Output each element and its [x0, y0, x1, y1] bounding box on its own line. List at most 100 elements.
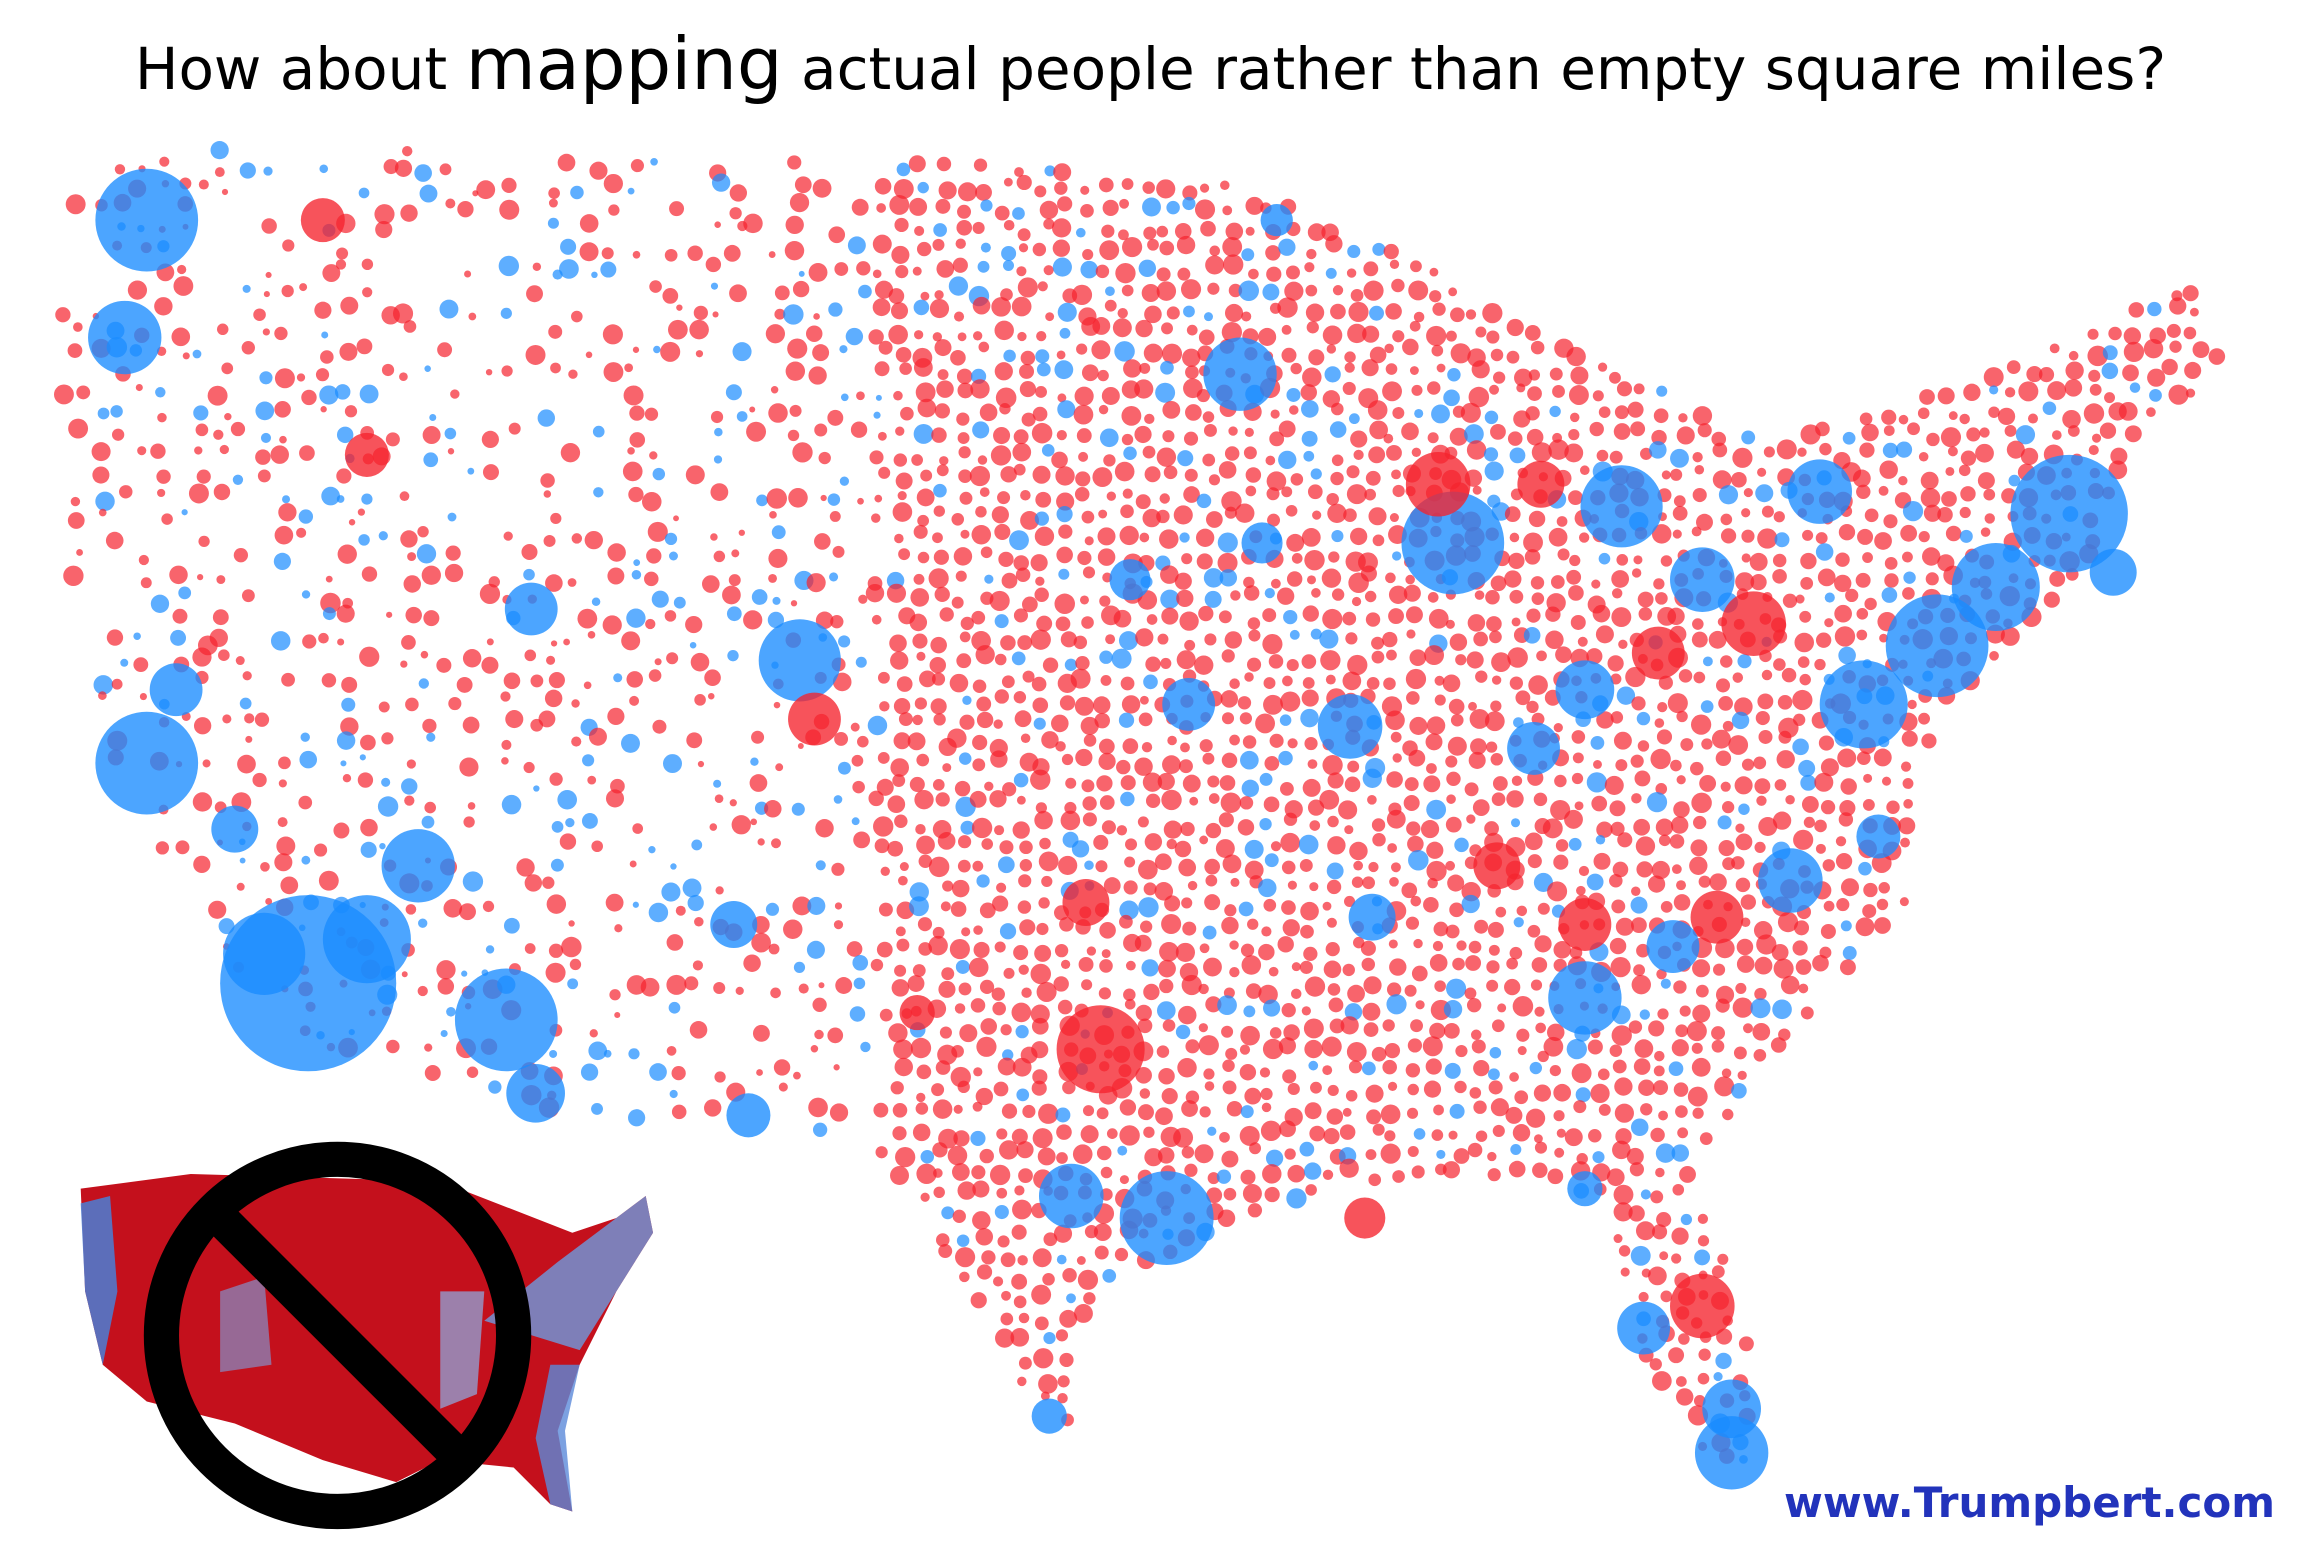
- county-dot: [909, 882, 929, 902]
- county-dot: [828, 226, 846, 244]
- county-dot: [299, 750, 318, 769]
- county-dot: [1472, 799, 1490, 816]
- county-dot: [994, 205, 1010, 221]
- county-dot: [1548, 961, 1622, 1035]
- county-dot: [687, 245, 703, 261]
- county-dot: [545, 962, 566, 983]
- county-dot: [979, 1148, 994, 1164]
- county-dot: [1056, 1124, 1072, 1140]
- county-dot: [1570, 366, 1589, 385]
- county-dot: [1182, 185, 1198, 201]
- county-dot: [1286, 659, 1299, 672]
- county-dot: [543, 490, 552, 498]
- county-dot: [1564, 443, 1584, 463]
- county-dot: [1012, 821, 1030, 839]
- county-dot: [957, 382, 974, 399]
- county-dot: [1922, 547, 1941, 566]
- county-dot: [299, 283, 308, 292]
- county-dot: [1527, 854, 1542, 869]
- county-dot: [301, 389, 317, 406]
- county-dot: [424, 365, 431, 372]
- county-dot: [938, 181, 957, 200]
- county-dot: [1407, 1083, 1419, 1096]
- county-dot: [1902, 778, 1914, 789]
- county-dot: [979, 403, 998, 422]
- county-dot: [1443, 1022, 1460, 1039]
- county-dot: [1702, 1379, 1761, 1439]
- county-dot: [1011, 651, 1026, 666]
- county-dot: [1100, 1166, 1113, 1179]
- county-dot: [1114, 1247, 1129, 1262]
- county-dot: [1347, 984, 1365, 1003]
- county-dot: [1183, 305, 1195, 318]
- county-dot: [1075, 748, 1093, 767]
- county-dot: [1203, 312, 1213, 322]
- county-dot: [792, 280, 810, 298]
- county-dot: [1680, 738, 1694, 752]
- county-dot: [1488, 944, 1500, 956]
- county-dot: [1548, 527, 1568, 547]
- county-dot: [1137, 816, 1149, 828]
- county-dot: [110, 405, 123, 418]
- county-dot: [546, 894, 567, 914]
- county-dot: [1616, 554, 1629, 566]
- county-dot: [421, 815, 435, 829]
- county-dot: [1280, 691, 1301, 712]
- county-dot: [932, 1099, 953, 1119]
- county-dot: [550, 640, 558, 647]
- county-dot: [1473, 631, 1488, 647]
- county-dot: [1945, 466, 1955, 476]
- county-dot: [1015, 1025, 1029, 1039]
- county-dot: [1258, 327, 1277, 346]
- county-dot: [1547, 881, 1568, 902]
- county-dot: [914, 225, 925, 236]
- county-dot: [991, 987, 1005, 1001]
- county-dot: [1390, 731, 1402, 743]
- county-dot: [628, 1048, 640, 1060]
- county-dot: [1676, 880, 1687, 891]
- county-dot: [1141, 283, 1160, 303]
- county-dot: [601, 247, 614, 260]
- county-dot: [1162, 400, 1181, 419]
- county-dot: [913, 573, 925, 585]
- county-dot: [462, 716, 480, 734]
- county-dot: [202, 759, 211, 768]
- county-dot: [1123, 988, 1136, 1002]
- county-dot: [1062, 1080, 1076, 1095]
- county-dot: [814, 423, 828, 437]
- county-dot: [192, 792, 213, 812]
- county-dot: [1054, 593, 1075, 615]
- county-dot: [95, 168, 199, 272]
- county-dot: [265, 898, 273, 905]
- county-dot: [1301, 527, 1321, 547]
- county-dot: [277, 817, 288, 828]
- county-dot: [1384, 1042, 1401, 1059]
- county-dot: [969, 957, 989, 978]
- county-dot: [521, 543, 538, 561]
- county-dot: [1989, 650, 1999, 661]
- county-dot: [1118, 229, 1129, 241]
- county-dot: [872, 298, 891, 317]
- county-dot: [356, 338, 373, 355]
- county-dot: [1564, 1128, 1583, 1147]
- county-dot: [2043, 591, 2060, 608]
- county-dot: [1182, 921, 1197, 936]
- county-dot: [868, 329, 884, 345]
- county-dot: [1715, 998, 1730, 1013]
- county-dot: [1542, 818, 1563, 839]
- county-dot: [1678, 413, 1688, 423]
- county-dot: [233, 548, 249, 563]
- county-dot: [1142, 445, 1156, 459]
- county-dot: [1096, 1145, 1112, 1161]
- county-dot: [1713, 1372, 1723, 1382]
- county-dot: [459, 903, 476, 921]
- county-dot: [648, 902, 669, 923]
- county-dot: [1367, 794, 1377, 805]
- county-dot: [1076, 1256, 1086, 1265]
- county-dot: [1489, 630, 1502, 644]
- county-dot: [1507, 722, 1560, 775]
- county-dot: [1238, 280, 1259, 302]
- county-dot: [1656, 385, 1668, 397]
- county-dot: [2123, 327, 2142, 345]
- county-dot: [1593, 760, 1602, 769]
